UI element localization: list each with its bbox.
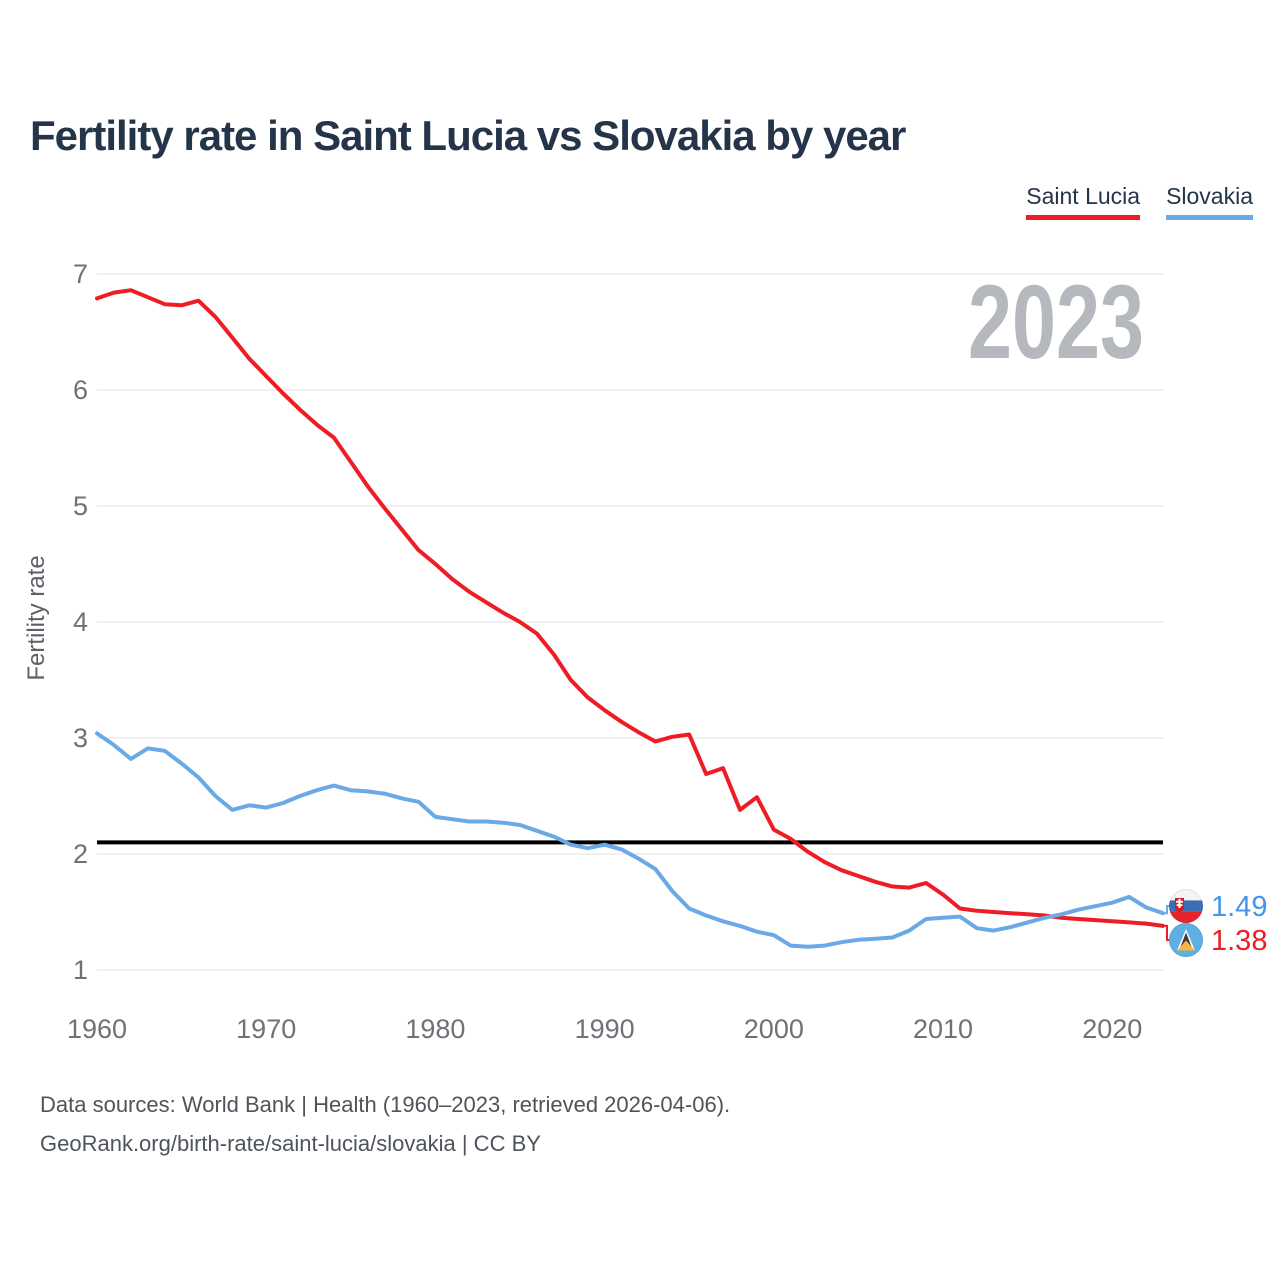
series-line-slovakia — [95, 731, 1165, 949]
slovakia-flag-icon — [1169, 889, 1203, 923]
series-line-saint-lucia — [95, 288, 1165, 928]
year-watermark: 2023 — [968, 264, 1144, 381]
y-tick-label: 7 — [73, 259, 88, 289]
y-tick-label: 3 — [73, 723, 88, 753]
y-tick-label: 2 — [73, 839, 88, 869]
x-tick-label: 1980 — [405, 1014, 465, 1044]
page-title: Fertility rate in Saint Lucia vs Slovaki… — [30, 112, 906, 159]
saint-lucia-flag-icon — [1169, 923, 1203, 957]
x-tick-label: 2010 — [913, 1014, 973, 1044]
y-tick-label: 6 — [73, 375, 88, 405]
legend-label-saint-lucia: Saint Lucia — [1026, 183, 1141, 209]
x-tick-label: 1960 — [67, 1014, 127, 1044]
end-value-label-saint-lucia: 1.38 — [1211, 925, 1267, 957]
legend-item-slovakia[interactable]: Slovakia — [1166, 183, 1253, 221]
flag-ring — [1169, 889, 1203, 923]
x-tick-label: 2000 — [744, 1014, 804, 1044]
x-tick-label: 1970 — [236, 1014, 296, 1044]
x-tick-label: 2020 — [1082, 1014, 1142, 1044]
x-tick-label: 1990 — [575, 1014, 635, 1044]
end-label-connector — [1163, 905, 1170, 915]
y-tick-label: 5 — [73, 491, 88, 521]
legend-item-saint-lucia[interactable]: Saint Lucia — [1026, 183, 1141, 221]
y-tick-label: 4 — [73, 607, 88, 637]
footer-link: GeoRank.org/birth-rate/saint-lucia/slova… — [40, 1131, 541, 1156]
flag-ring — [1169, 923, 1203, 957]
end-value-label-slovakia: 1.49 — [1211, 891, 1267, 923]
legend-label-slovakia: Slovakia — [1166, 183, 1253, 209]
legend: Saint Lucia Slovakia — [1026, 183, 1253, 221]
y-axis-title: Fertility rate — [23, 555, 50, 680]
end-label-connector — [1163, 924, 1170, 941]
footer-sources: Data sources: World Bank | Health (1960–… — [40, 1092, 731, 1117]
chart-footer: Data sources: World Bank | Health (1960–… — [40, 1085, 730, 1163]
y-tick-label: 1 — [73, 955, 88, 985]
